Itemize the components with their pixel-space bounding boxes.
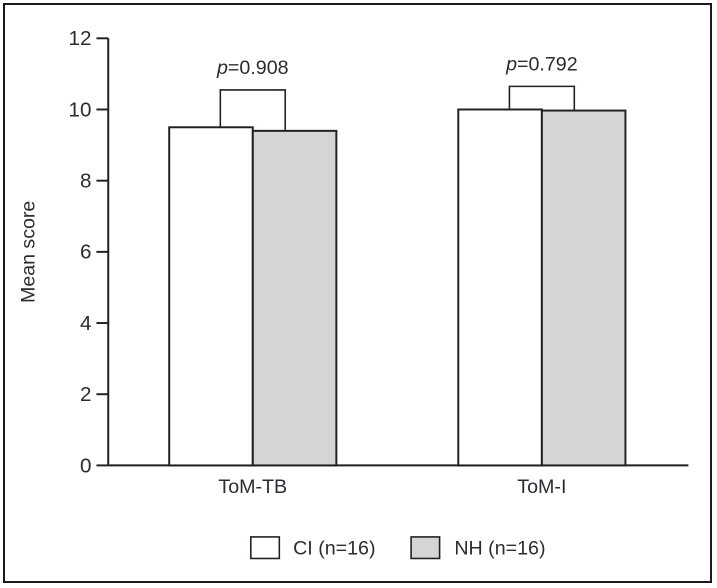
bar-ci-tom-tb	[168, 126, 254, 467]
significance-bracket-tom-i	[508, 85, 576, 111]
p-value-label-tom-tb: p=0.908	[216, 57, 289, 79]
category-label-tom-tb: ToM-TB	[218, 476, 287, 498]
p-value-label-tom-i: p=0.792	[505, 54, 578, 76]
bar-nh-tom-tb	[251, 129, 338, 467]
figure-frame: 0 2 4 6 8 10 12 Mean score ToM-TB ToM-I p=0.908 p=0…	[3, 3, 712, 583]
category-label-tom-i: ToM-I	[517, 476, 566, 498]
y-tick-label-12: 12	[69, 27, 92, 50]
y-tick-label-6: 6	[80, 241, 91, 264]
significance-bracket-tom-tb	[219, 89, 287, 131]
y-tick-label-4: 4	[80, 312, 91, 335]
legend-label-ci: CI (n=16)	[293, 538, 375, 560]
legend-swatch-ci	[250, 536, 281, 560]
y-axis-title: Mean score	[17, 201, 39, 303]
bar-nh-tom-i	[540, 109, 627, 467]
bar-chart: 0 2 4 6 8 10 12 Mean score ToM-TB ToM-I p=0.908 p=0…	[17, 27, 689, 560]
y-tick-label-0: 0	[80, 454, 91, 477]
legend-swatch-nh	[410, 536, 441, 560]
bar-ci-tom-i	[457, 108, 543, 467]
y-tick-label-8: 8	[80, 170, 91, 193]
y-tick-label-10: 10	[69, 98, 92, 121]
legend-label-nh: NH (n=16)	[454, 538, 545, 560]
y-tick-label-2: 2	[80, 383, 91, 406]
